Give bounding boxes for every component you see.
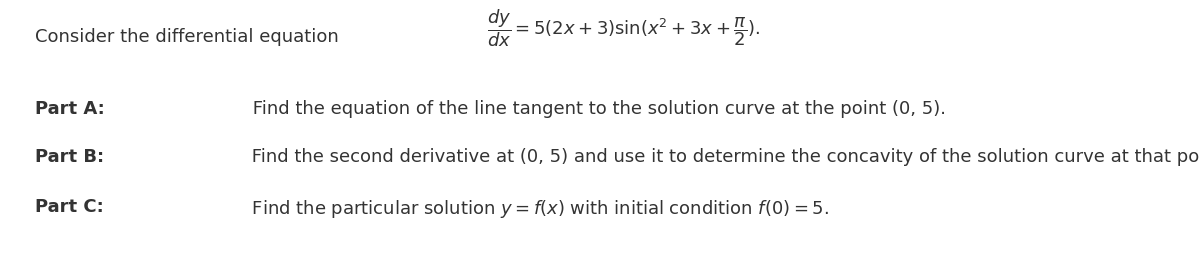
Text: Part B:: Part B:: [35, 147, 104, 165]
Text: Consider the differential equation: Consider the differential equation: [35, 28, 344, 46]
Text: Find the particular solution $y = f(x)$ with initial condition $f(0) = 5$.: Find the particular solution $y = f(x)$ …: [246, 197, 829, 219]
Text: Find the second derivative at (0, 5) and use it to determine the concavity of th: Find the second derivative at (0, 5) and…: [246, 147, 1200, 165]
Text: Part A:: Part A:: [35, 100, 104, 118]
Text: Find the equation of the line tangent to the solution curve at the point (0, 5).: Find the equation of the line tangent to…: [247, 100, 946, 118]
Text: $\dfrac{dy}{dx} = 5(2x+3)\sin(x^2+3x+\dfrac{\pi}{2}).$: $\dfrac{dy}{dx} = 5(2x+3)\sin(x^2+3x+\df…: [487, 7, 760, 49]
Text: Part C:: Part C:: [35, 197, 103, 215]
